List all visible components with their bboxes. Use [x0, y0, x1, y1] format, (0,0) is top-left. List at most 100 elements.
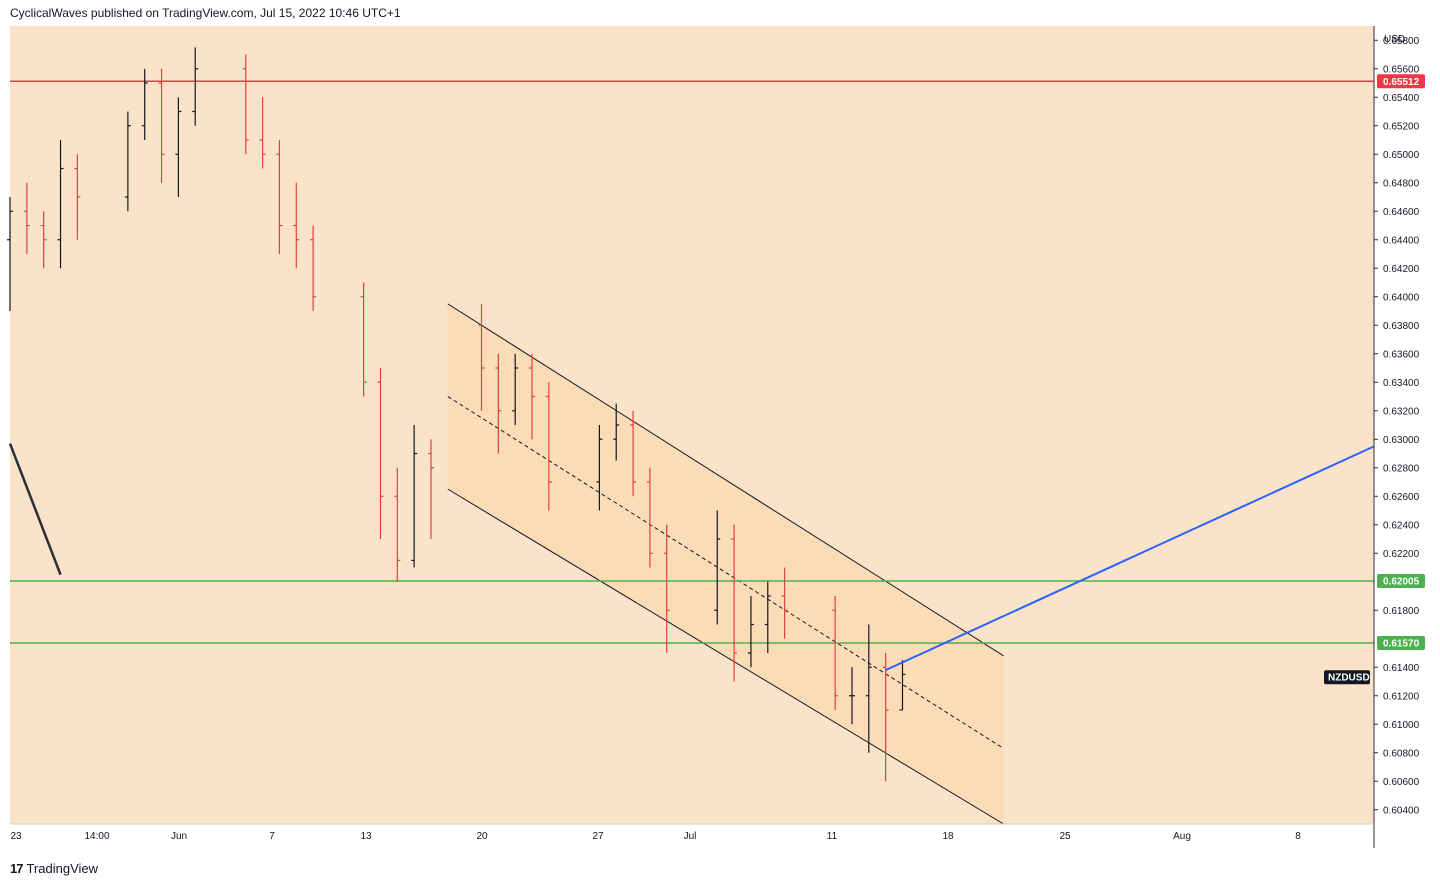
y-tick-label: 0.60400: [1383, 805, 1420, 816]
ohlc-bar: [276, 140, 283, 254]
x-tick-label: 8: [1295, 831, 1301, 842]
x-tick-label: 23: [10, 831, 22, 842]
ohlc-bar: [596, 425, 603, 511]
time-axis[interactable]: 23 14:00 Jun 7 13 20 27 Jul 11 18 25 Aug 8: [10, 831, 1301, 842]
y-tick-label: 0.65800: [1383, 36, 1420, 47]
x-tick-label: 14:00: [84, 831, 109, 842]
plot-background: [10, 26, 1374, 824]
y-tick-label: 0.60600: [1383, 777, 1420, 788]
ohlc-bar: [377, 368, 384, 539]
projection-line: [885, 445, 1375, 672]
y-tick-label: 0.61200: [1383, 691, 1420, 702]
parallel-channel[interactable]: [447, 303, 1004, 825]
x-tick-label: 18: [942, 831, 954, 842]
y-tick-label: 0.63800: [1383, 321, 1420, 332]
y-tick-label: 0.64600: [1383, 207, 1420, 218]
ohlc-bar: [40, 211, 47, 269]
price-tag-label: 0.61570: [1383, 639, 1420, 650]
ohlc-bar: [731, 524, 738, 682]
brand-footer: 17 TradingView: [10, 861, 98, 876]
y-tick-label: 0.63400: [1383, 378, 1420, 389]
x-tick-label: 27: [592, 831, 604, 842]
ohlc-bar: [427, 439, 434, 539]
price-tag-1: [1377, 574, 1425, 589]
y-tick-label: 0.63200: [1383, 406, 1420, 417]
y-tick-label: 0.62600: [1383, 492, 1420, 503]
y-tick-label: 0.62400: [1383, 520, 1420, 531]
channel-middle-line: [447, 396, 1004, 749]
ohlc-bar: [175, 97, 182, 197]
ohlc-bar: [394, 467, 401, 582]
currency-label: USD: [1384, 34, 1405, 45]
y-tick-label: 0.62800: [1383, 463, 1420, 474]
x-tick-label: 20: [476, 831, 488, 842]
publisher-header: CyclicalWaves published on TradingView.c…: [10, 6, 401, 20]
ohlc-bar: [663, 524, 670, 653]
y-tick-label: 0.63600: [1383, 349, 1420, 360]
ohlc-bar: [360, 282, 367, 397]
tradingview-logo-icon: 17: [10, 861, 24, 876]
y-tick-label: 0.65200: [1383, 121, 1420, 132]
symbol-tag-label: NZDUSD: [1328, 673, 1370, 684]
price-tags: 0.65512 0.62005 0.61570 NZDUSD: [1324, 74, 1425, 685]
y-tick-label: 0.63000: [1383, 435, 1420, 446]
ohlc-bar: [747, 596, 754, 668]
y-tick-label: 0.60800: [1383, 748, 1420, 759]
y-tick-label: 0.61000: [1383, 720, 1420, 731]
ohlc-bar: [848, 667, 855, 725]
diagonal-line: [8, 443, 62, 576]
symbol-tag: [1324, 670, 1370, 685]
ohlc-bar: [242, 54, 249, 155]
ohlc-bar: [781, 567, 788, 639]
price-tag-label: 0.62005: [1383, 577, 1420, 588]
y-tick-label: 0.64200: [1383, 264, 1420, 275]
brand-name: TradingView: [26, 861, 99, 876]
y-tick-label: 0.62200: [1383, 549, 1420, 560]
y-tick-label: 0.64000: [1383, 292, 1420, 303]
y-tick-label: 0.61400: [1383, 663, 1420, 674]
ohlc-bar: [630, 410, 637, 497]
ohlc-bar: [529, 353, 536, 440]
x-tick-label: 13: [360, 831, 372, 842]
ohlc-bar: [714, 510, 721, 625]
ohlc-bar: [57, 140, 64, 269]
ohlc-bar: [478, 303, 485, 411]
ohlc-bar: [158, 68, 165, 183]
ohlc-bar: [882, 653, 889, 782]
ohlc-bar: [74, 154, 81, 240]
x-tick-label: 7: [269, 831, 275, 842]
ohlc-bar: [495, 353, 502, 454]
price-tag-0: [1377, 74, 1425, 89]
x-tick-label: 25: [1059, 831, 1071, 842]
ohlc-bar: [23, 182, 30, 254]
ohlc-bar: [411, 425, 418, 568]
ohlc-bar: [310, 225, 317, 311]
ohlc-bar: [141, 68, 148, 140]
trend-lines: [8, 443, 1375, 672]
ohlc-bar: [545, 382, 552, 511]
x-tick-label: Aug: [1173, 831, 1191, 842]
y-tick-label: 0.65000: [1383, 150, 1420, 161]
price-tag-2: [1377, 636, 1425, 651]
horizontal-levels: [10, 80, 1374, 644]
ohlc-bar: [764, 581, 771, 653]
ohlc-bar: [613, 403, 620, 461]
ohlc-bar: [259, 97, 266, 169]
channel-lower-line: [447, 488, 1004, 825]
y-tick-label: 0.64800: [1383, 178, 1420, 189]
ohlc-bar: [192, 47, 199, 126]
ohlc-bar: [293, 182, 300, 269]
channel-fill: [447, 303, 1004, 824]
y-tick-label: 0.65400: [1383, 93, 1420, 104]
ohlc-bar: [865, 624, 872, 753]
ohlc-bar: [646, 467, 653, 568]
ohlc-bar: [7, 197, 13, 311]
y-tick-label: 0.65600: [1383, 64, 1420, 75]
channel-upper-line: [447, 303, 1004, 657]
ohlc-bar: [512, 353, 519, 425]
y-tick-label: 0.61800: [1383, 606, 1420, 617]
ohlc-bar: [899, 660, 906, 711]
x-tick-label: Jul: [684, 831, 697, 842]
